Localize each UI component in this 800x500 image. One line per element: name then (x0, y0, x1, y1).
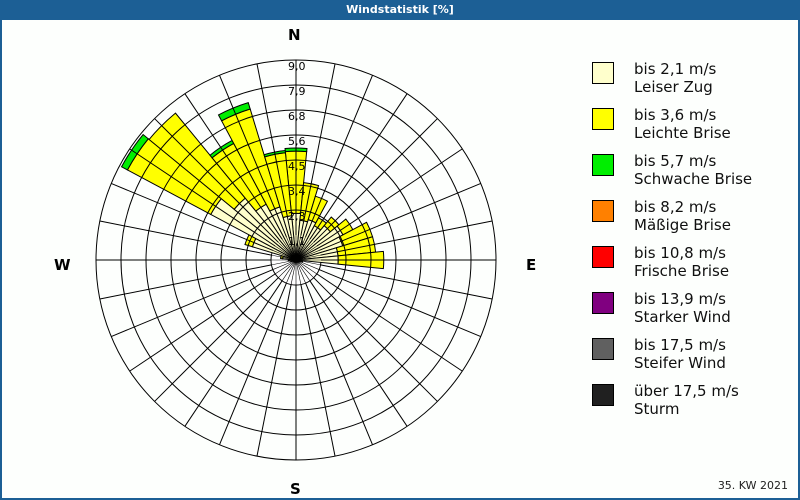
legend-label: Leichte Brise (634, 124, 731, 142)
ring-label: 9,0 (288, 60, 306, 73)
legend-swatch (592, 154, 614, 176)
legend-speed: bis 8,2 m/s (634, 198, 717, 216)
legend-speed: bis 2,1 m/s (634, 60, 717, 78)
ring-label: 3,4 (288, 185, 306, 198)
legend-label: Steifer Wind (634, 354, 726, 372)
compass-label-west: W (54, 256, 71, 274)
chart-title: Windstatistik [%] (346, 3, 454, 16)
legend-swatch (592, 62, 614, 84)
compass-label-east: E (526, 256, 537, 274)
legend-label: Frische Brise (634, 262, 730, 280)
legend-speed: über 17,5 m/s (634, 382, 739, 400)
legend-item: bis 2,1 m/s Leiser Zug (592, 60, 792, 108)
wind-sector (299, 182, 320, 223)
legend-label: Starker Wind (634, 308, 731, 326)
legend-swatch (592, 246, 614, 268)
legend-swatch (592, 384, 614, 406)
legend-swatch (592, 108, 614, 130)
wind-sector (307, 195, 329, 224)
ring-label: 1,1 (288, 235, 306, 248)
legend-speed: bis 5,7 m/s (634, 152, 717, 170)
legend-item: bis 13,9 m/s Starker Wind (592, 290, 792, 338)
legend-speed: bis 13,9 m/s (634, 290, 726, 308)
legend-swatch (592, 200, 614, 222)
legend-speed: bis 17,5 m/s (634, 336, 726, 354)
legend-item: bis 3,6 m/s Leichte Brise (592, 106, 792, 154)
ring-label: 2,3 (288, 210, 306, 223)
legend-item: bis 5,7 m/s Schwache Brise (592, 152, 792, 200)
legend-item: bis 17,5 m/s Steifer Wind (592, 336, 792, 384)
legend-label: Sturm (634, 400, 680, 418)
legend-label: Leiser Zug (634, 78, 713, 96)
legend-item: bis 10,8 m/s Frische Brise (592, 244, 792, 292)
ring-label: 6,8 (288, 110, 306, 123)
legend-speed: bis 3,6 m/s (634, 106, 717, 124)
ring-label: 5,6 (288, 135, 306, 148)
legend-label: Schwache Brise (634, 170, 753, 188)
wind-rose-chart: 1,1 2,3 3,4 4,5 5,6 6,8 7,9 9,0 (95, 59, 497, 461)
period-label: 35. KW 2021 (717, 479, 788, 492)
legend-item: über 17,5 m/s Sturm (592, 382, 792, 430)
legend-label: Mäßige Brise (634, 216, 731, 234)
legend-swatch (592, 292, 614, 314)
ring-label: 4,5 (288, 160, 306, 173)
legend-speed: bis 10,8 m/s (634, 244, 726, 262)
compass-label-north: N (288, 26, 301, 44)
compass-label-south: S (290, 480, 301, 498)
chart-panel: 1,1 2,3 3,4 4,5 5,6 6,8 7,9 9,0 N E S W bis 2,1… (2, 20, 798, 498)
ring-label: 7,9 (288, 85, 306, 98)
legend-item: bis 8,2 m/s Mäßige Brise (592, 198, 792, 246)
legend: bis 2,1 m/s Leiser Zug bis 3,6 m/s Leich… (592, 60, 792, 430)
legend-swatch (592, 338, 614, 360)
